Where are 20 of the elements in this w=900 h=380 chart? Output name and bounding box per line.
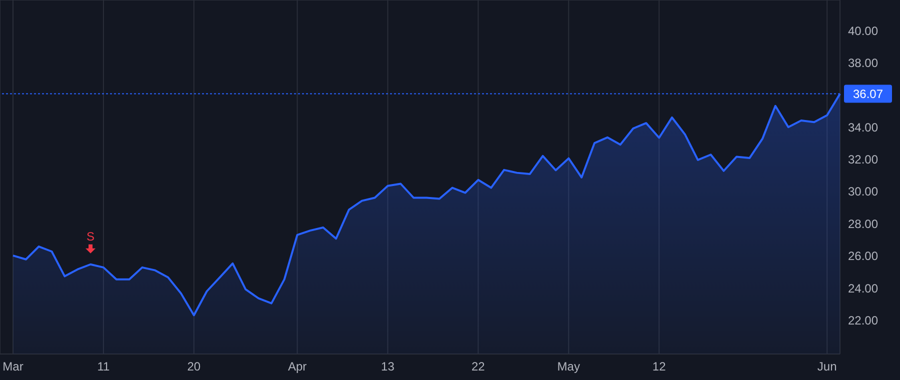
x-tick-label: Mar bbox=[2, 360, 24, 374]
x-tick-label: May bbox=[557, 360, 580, 374]
x-tick-label: 11 bbox=[97, 360, 110, 374]
x-tick-label: 13 bbox=[381, 360, 395, 374]
y-tick-label: 40.00 bbox=[848, 24, 878, 38]
y-tick-label: 24.00 bbox=[848, 281, 878, 296]
y-tick-label: 30.00 bbox=[848, 184, 878, 199]
y-tick-label: 38.00 bbox=[848, 56, 878, 70]
x-tick-label: Apr bbox=[288, 360, 307, 374]
x-tick-label: 20 bbox=[187, 360, 201, 374]
x-tick-label: 22 bbox=[472, 360, 486, 374]
y-tick-label: 26.00 bbox=[848, 249, 878, 264]
y-tick-label: 22.00 bbox=[848, 313, 878, 328]
annotation: S bbox=[86, 229, 95, 244]
x-tick-label: 12 bbox=[652, 360, 666, 374]
y-tick-label: 32.00 bbox=[848, 152, 878, 167]
y-tick-label: 28.00 bbox=[848, 216, 878, 231]
y-tick-label: 34.00 bbox=[848, 120, 878, 134]
ref-line-label: 36.07 bbox=[852, 86, 884, 101]
x-tick-label: Jun bbox=[817, 360, 837, 374]
